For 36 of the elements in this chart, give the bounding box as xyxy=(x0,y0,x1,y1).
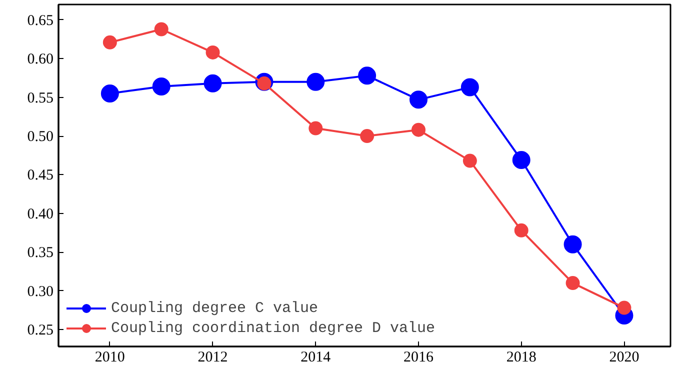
x-tick-label: 2016 xyxy=(404,350,434,366)
point xyxy=(206,45,220,60)
y-tick-label: 0.30 xyxy=(27,284,54,300)
point xyxy=(566,276,580,290)
y-tick-label: 0.40 xyxy=(27,206,54,222)
x-tick-label: 2014 xyxy=(300,350,332,366)
point xyxy=(358,66,376,85)
point xyxy=(152,78,170,96)
legend-label: Coupling coordination degree D value xyxy=(111,320,436,336)
y-tick-label: 0.65 xyxy=(27,12,54,29)
point xyxy=(512,151,530,170)
y-tick-label: 0.25 xyxy=(27,322,54,338)
point xyxy=(308,121,323,136)
x-tick-label: 2020 xyxy=(609,350,640,366)
y-tick-label: 0.35 xyxy=(27,245,54,262)
x-tick-label: 2018 xyxy=(506,350,536,366)
point xyxy=(360,129,374,144)
y-tick-label: 0.45 xyxy=(27,168,54,184)
point xyxy=(410,90,428,109)
y-tick-label: 0.60 xyxy=(27,52,54,68)
x-tick-label: 2012 xyxy=(198,350,228,366)
point xyxy=(306,72,325,91)
legend-label: Coupling degree C value xyxy=(111,300,318,316)
point xyxy=(102,35,117,50)
point xyxy=(462,154,477,168)
y-tick-label: 0.50 xyxy=(27,129,54,146)
point xyxy=(514,223,528,238)
point xyxy=(204,74,222,92)
point xyxy=(460,78,479,96)
point xyxy=(564,235,582,254)
x-tick-label: 2010 xyxy=(94,350,125,366)
point xyxy=(154,22,168,36)
point xyxy=(617,300,632,315)
point xyxy=(412,122,426,137)
y-tick-label: 0.55 xyxy=(27,90,54,106)
point xyxy=(100,84,119,102)
